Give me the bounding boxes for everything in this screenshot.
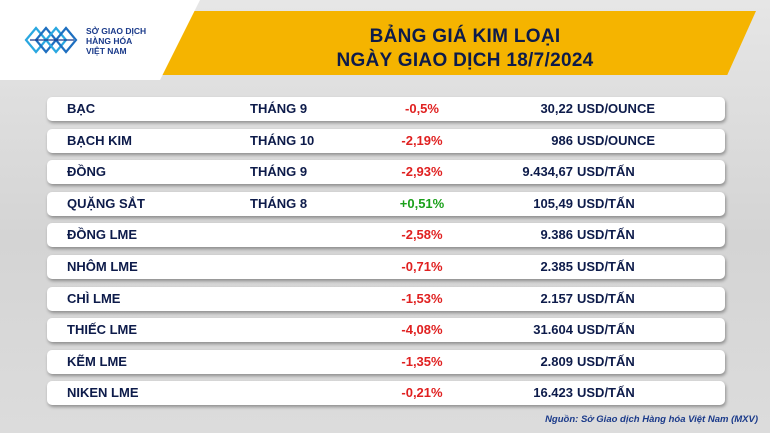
price-value: 30,22 (540, 101, 573, 116)
logo-text: SỞ GIAO DỊCH HÀNG HÓA VIỆT NAM (86, 26, 166, 56)
table-row: QUẶNG SẮT THÁNG 8 +0,51% 105,49 USD/TẤN (47, 191, 725, 216)
table-row: KẼM LME -1,35% 2.809 USD/TẤN (47, 349, 725, 374)
logo-line-2: HÀNG HÓA (86, 36, 133, 46)
commodity-name: THIẾC LME (67, 322, 138, 338)
contract-month: THÁNG 9 (250, 101, 308, 116)
price-value: 986 (551, 132, 573, 148)
price-unit: USD/TẤN (577, 353, 635, 369)
price-unit: USD/TẤN (577, 290, 635, 306)
change-percent: -4,08% (401, 322, 443, 338)
price-value: 2.385 (540, 259, 573, 274)
title-line-1: BẢNG GIÁ KIM LOẠI (369, 26, 561, 47)
logo-line-3: VIỆT NAM (86, 46, 127, 56)
price-unit: USD/TẤN (577, 322, 635, 338)
table-row: ĐỒNG LME -2,58% 9.386 USD/TẤN (47, 223, 725, 248)
price-unit: USD/TẤN (577, 164, 635, 180)
table-row: THIẾC LME -4,08% 31.604 USD/TẤN (47, 318, 725, 343)
price-unit: USD/TẤN (577, 385, 635, 401)
price-value: 31.604 (533, 322, 573, 338)
price-unit: USD/TẤN (577, 195, 635, 211)
price-value: 105,49 (533, 195, 573, 211)
commodity-name: NHÔM LME (67, 259, 138, 274)
price-value: 16.423 (533, 385, 573, 401)
table-row: NIKEN LME -0,21% 16.423 USD/TẤN (47, 381, 725, 406)
price-unit: USD/TẤN (577, 259, 635, 274)
change-percent: -2,58% (401, 227, 443, 243)
commodity-name: BẠCH KIM (67, 132, 132, 148)
title-line-2: NGÀY GIAO DỊCH 18/7/2024 (336, 50, 594, 71)
change-percent: +0,51% (399, 195, 445, 211)
price-value: 9.386 (540, 227, 573, 243)
price-unit: USD/OUNCE (577, 101, 656, 116)
source-note: Nguồn: Sở Giao dịch Hàng hóa Việt Nam (M… (545, 414, 758, 425)
commodity-name: CHÌ LME (67, 290, 121, 306)
contract-month: THÁNG 10 (250, 132, 315, 148)
table-row: BẠC THÁNG 9 -0,5% 30,22 USD/OUNCE (47, 97, 725, 121)
price-value: 9.434,67 (522, 164, 573, 180)
table-row: NHÔM LME -0,71% 2.385 USD/TẤN (47, 255, 725, 279)
page-title: BẢNG GIÁ KIM LOẠI NGÀY GIAO DỊCH 18/7/20… (200, 25, 730, 73)
change-percent: -2,19% (401, 132, 443, 148)
commodity-name: ĐỒNG (67, 164, 106, 180)
logo-line-1: SỞ GIAO DỊCH (86, 26, 147, 36)
price-unit: USD/OUNCE (577, 132, 656, 148)
change-percent: -0,5% (405, 101, 439, 116)
price-unit: USD/TẤN (577, 227, 635, 243)
change-percent: -0,71% (401, 259, 443, 274)
commodity-name: KẼM LME (67, 353, 127, 369)
change-percent: -1,35% (401, 353, 443, 369)
commodity-name: QUẶNG SẮT (67, 195, 145, 211)
table-row: BẠCH KIM THÁNG 10 -2,19% 986 USD/OUNCE (47, 128, 725, 153)
table-row: ĐỒNG THÁNG 9 -2,93% 9.434,67 USD/TẤN (47, 160, 725, 185)
price-value: 2.157 (540, 290, 573, 306)
change-percent: -2,93% (401, 164, 443, 180)
contract-month: THÁNG 8 (250, 195, 308, 211)
commodity-name: ĐỒNG LME (67, 227, 138, 243)
commodity-name: BẠC (67, 101, 96, 116)
contract-month: THÁNG 9 (250, 164, 308, 180)
mxv-logo-icon (24, 26, 78, 54)
change-percent: -0,21% (401, 385, 443, 401)
change-percent: -1,53% (401, 290, 443, 306)
price-value: 2.809 (540, 353, 573, 369)
table-row: CHÌ LME -1,53% 2.157 USD/TẤN (47, 286, 725, 311)
commodity-name: NIKEN LME (67, 385, 139, 401)
